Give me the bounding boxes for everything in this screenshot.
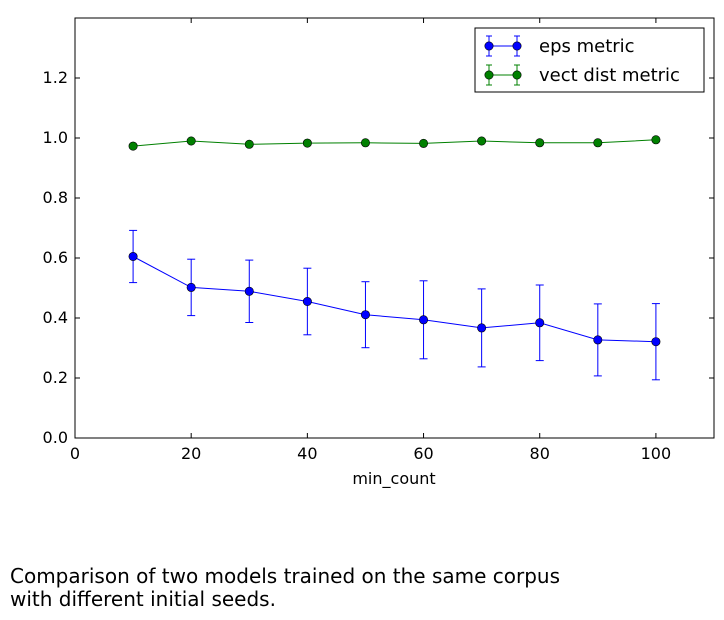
- x-tick-label: 100: [641, 444, 672, 463]
- x-tick-label: 20: [181, 444, 201, 463]
- y-axis: 0.0 0.2 0.4 0.6 0.8 1.0 1.2: [43, 68, 714, 447]
- x-tick-label: 40: [297, 444, 317, 463]
- legend-marker: [484, 70, 494, 80]
- y-tick-label: 1.2: [43, 68, 68, 87]
- x-tick-label: 0: [70, 444, 80, 463]
- series-vect-dist-metric: [128, 135, 661, 151]
- data-point: [244, 139, 254, 149]
- data-point: [593, 138, 603, 148]
- data-point: [651, 337, 661, 347]
- data-point: [651, 135, 661, 145]
- legend: eps metric vect dist metric: [474, 27, 705, 93]
- x-tick-label: 80: [530, 444, 550, 463]
- series-layer: [128, 135, 661, 381]
- data-point: [419, 315, 429, 325]
- y-tick-label: 0.2: [43, 368, 68, 387]
- data-point: [186, 282, 196, 292]
- legend-label: vect dist metric: [539, 65, 680, 86]
- data-point: [302, 138, 312, 148]
- legend-marker: [512, 41, 522, 51]
- data-point: [535, 318, 545, 328]
- y-tick-label: 1.0: [43, 128, 68, 147]
- x-axis-label: min_count: [352, 469, 435, 489]
- y-tick-label: 0.8: [43, 188, 68, 207]
- data-point: [593, 335, 603, 345]
- data-point: [128, 252, 138, 262]
- y-tick-label: 0.0: [43, 428, 68, 447]
- data-point: [535, 138, 545, 148]
- data-point: [302, 296, 312, 306]
- caption-line-1: Comparison of two models trained on the …: [10, 564, 561, 588]
- series-line: [133, 139, 656, 147]
- data-point: [128, 141, 138, 151]
- data-point: [244, 286, 254, 296]
- caption-line-2: with different initial seeds.: [10, 587, 276, 611]
- chart: 0.0 0.2 0.4 0.6 0.8 1.0 1.2 0 20 40 60 80 100 min_c…: [43, 17, 715, 489]
- data-point: [360, 138, 370, 148]
- legend-box: [474, 27, 705, 93]
- x-axis: 0 20 40 60 80 100: [70, 18, 671, 463]
- y-tick-label: 0.4: [43, 308, 68, 327]
- data-point: [360, 310, 370, 320]
- data-point: [186, 136, 196, 146]
- data-point: [477, 136, 487, 146]
- data-point: [477, 323, 487, 333]
- series-eps-metric: [128, 229, 661, 381]
- legend-marker: [484, 41, 494, 51]
- legend-marker: [512, 70, 522, 80]
- y-tick-label: 0.6: [43, 248, 68, 267]
- data-point: [419, 138, 429, 148]
- x-tick-label: 60: [413, 444, 433, 463]
- figure-caption: Comparison of two models trained on the …: [10, 565, 710, 611]
- legend-label: eps metric: [539, 36, 635, 57]
- series-line: [132, 256, 656, 343]
